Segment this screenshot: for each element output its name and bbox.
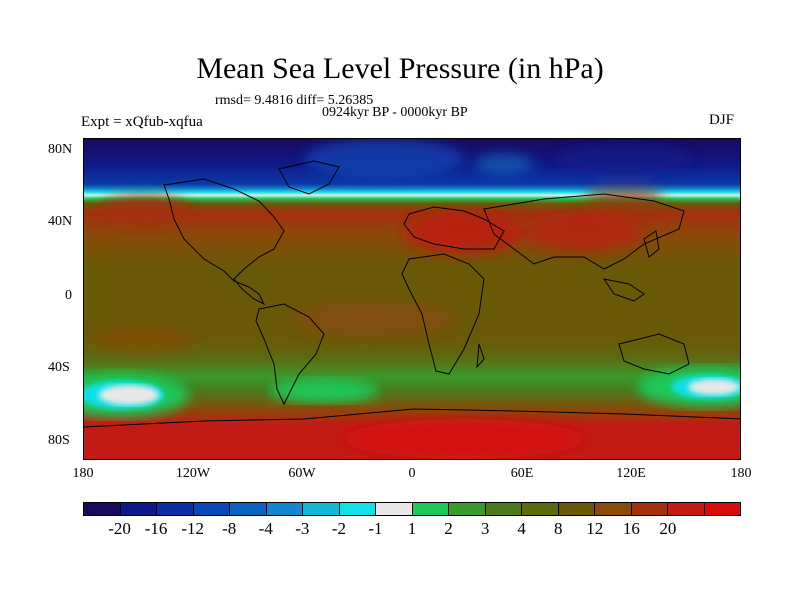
colorbar-box — [558, 503, 595, 515]
map-plot-area — [83, 138, 741, 460]
colorbar-label: -16 — [144, 519, 168, 538]
colorbar-box — [303, 503, 340, 515]
colorbar-label: -4 — [258, 519, 273, 538]
colorbar-label: 12 — [586, 519, 604, 538]
season-label: DJF — [709, 112, 735, 128]
southern-lows — [84, 367, 740, 417]
colorbar-box — [522, 503, 559, 515]
lon-tick-label: 60E — [510, 466, 534, 481]
colorbar-label: 1 — [407, 519, 417, 538]
colorbar-label: -1 — [368, 519, 383, 538]
colorbar-box — [339, 503, 376, 515]
lon-tick-label: 120W — [175, 466, 211, 481]
rmsd-diff-stats: rmsd= 9.4816 diff= 5.26385 — [215, 93, 374, 108]
colorbar-box — [595, 503, 632, 515]
colorbar-box — [485, 503, 522, 515]
lon-tick-label: 0 — [408, 466, 416, 481]
lat-tick-label: 40S — [48, 360, 70, 375]
colorbar-box — [376, 503, 413, 515]
experiment-label: Expt = xQfub-xqfua — [81, 114, 203, 130]
colorbar-box — [120, 503, 157, 515]
colorbar-label: -3 — [295, 519, 310, 538]
lon-tick-label: 60W — [288, 466, 316, 481]
colorbar-box — [193, 503, 230, 515]
colorbar-box — [704, 503, 740, 515]
colorbar-box — [266, 503, 303, 515]
coastlines — [84, 160, 740, 428]
lon-tick-label: 120E — [616, 466, 646, 481]
colorbar-box — [157, 503, 194, 515]
time-period-label: 0924kyr BP - 0000kyr BP — [322, 105, 468, 120]
colorbar-label: -2 — [331, 519, 346, 538]
colorbar-box — [84, 503, 121, 515]
colorbar-label: 2 — [444, 519, 453, 538]
lat-tick-label: 0 — [65, 288, 72, 303]
colorbar-box — [668, 503, 705, 515]
colorbar-box — [412, 503, 449, 515]
colorbar-label: -8 — [222, 519, 237, 538]
lon-tick-label: 180 — [72, 466, 94, 481]
chart-title: Mean Sea Level Pressure (in hPa) — [196, 52, 604, 85]
lat-tick-label: 40N — [48, 214, 73, 229]
pressure-anomaly-map — [84, 139, 740, 459]
zonal-mean-field — [84, 139, 740, 459]
colorbar-label: 3 — [480, 519, 490, 538]
lat-tick-label: 80N — [48, 142, 73, 157]
colorbar-box — [230, 503, 267, 515]
colorbar-box — [449, 503, 486, 515]
lon-tick-label: 180 — [730, 466, 752, 481]
colorbar-label: 8 — [553, 519, 563, 538]
colorbar-label: -20 — [108, 519, 131, 538]
lat-tick-label: 80S — [48, 433, 70, 448]
colorbar-box — [631, 503, 668, 515]
colorbar-label: 4 — [517, 519, 526, 538]
colorbar-label: -12 — [181, 519, 204, 538]
regional-anomalies — [94, 139, 694, 459]
colorbar-label: 16 — [622, 519, 640, 538]
colorbar-label: 20 — [659, 519, 677, 538]
colorbar — [83, 502, 741, 516]
